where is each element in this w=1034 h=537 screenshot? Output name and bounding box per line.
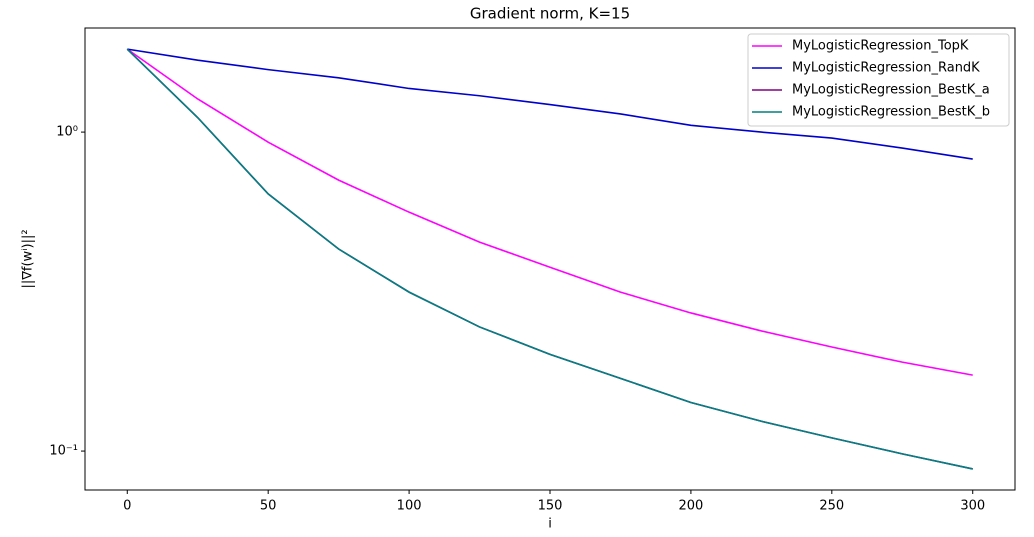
x-axis-label: i (548, 517, 552, 532)
series-line (127, 48, 973, 160)
x-tick-label: 300 (960, 499, 985, 514)
x-tick-label: 100 (397, 499, 422, 514)
legend-label: MyLogisticRegression_BestK_b (792, 105, 990, 120)
series-line (126, 48, 973, 376)
legend-label: MyLogisticRegression_RandK (792, 61, 980, 76)
y-axis-label: ||∇f(wⁱ)||² (21, 229, 36, 288)
y-tick-label: 10⁰ (56, 125, 78, 140)
x-tick-label: 0 (123, 499, 131, 514)
y-tick-label: 10⁻¹ (49, 444, 78, 459)
x-tick-label: 50 (260, 499, 277, 514)
chart-title: Gradient norm, K=15 (470, 5, 630, 23)
legend-label: MyLogisticRegression_BestK_a (792, 83, 990, 98)
x-tick-label: 250 (819, 499, 844, 514)
plot-frame (84, 27, 1016, 491)
legend-label: MyLogisticRegression_TopK (792, 39, 969, 54)
legend-box (747, 33, 1010, 127)
x-tick-label: 200 (678, 499, 703, 514)
series-line (126, 48, 973, 470)
x-tick-label: 150 (538, 499, 563, 514)
